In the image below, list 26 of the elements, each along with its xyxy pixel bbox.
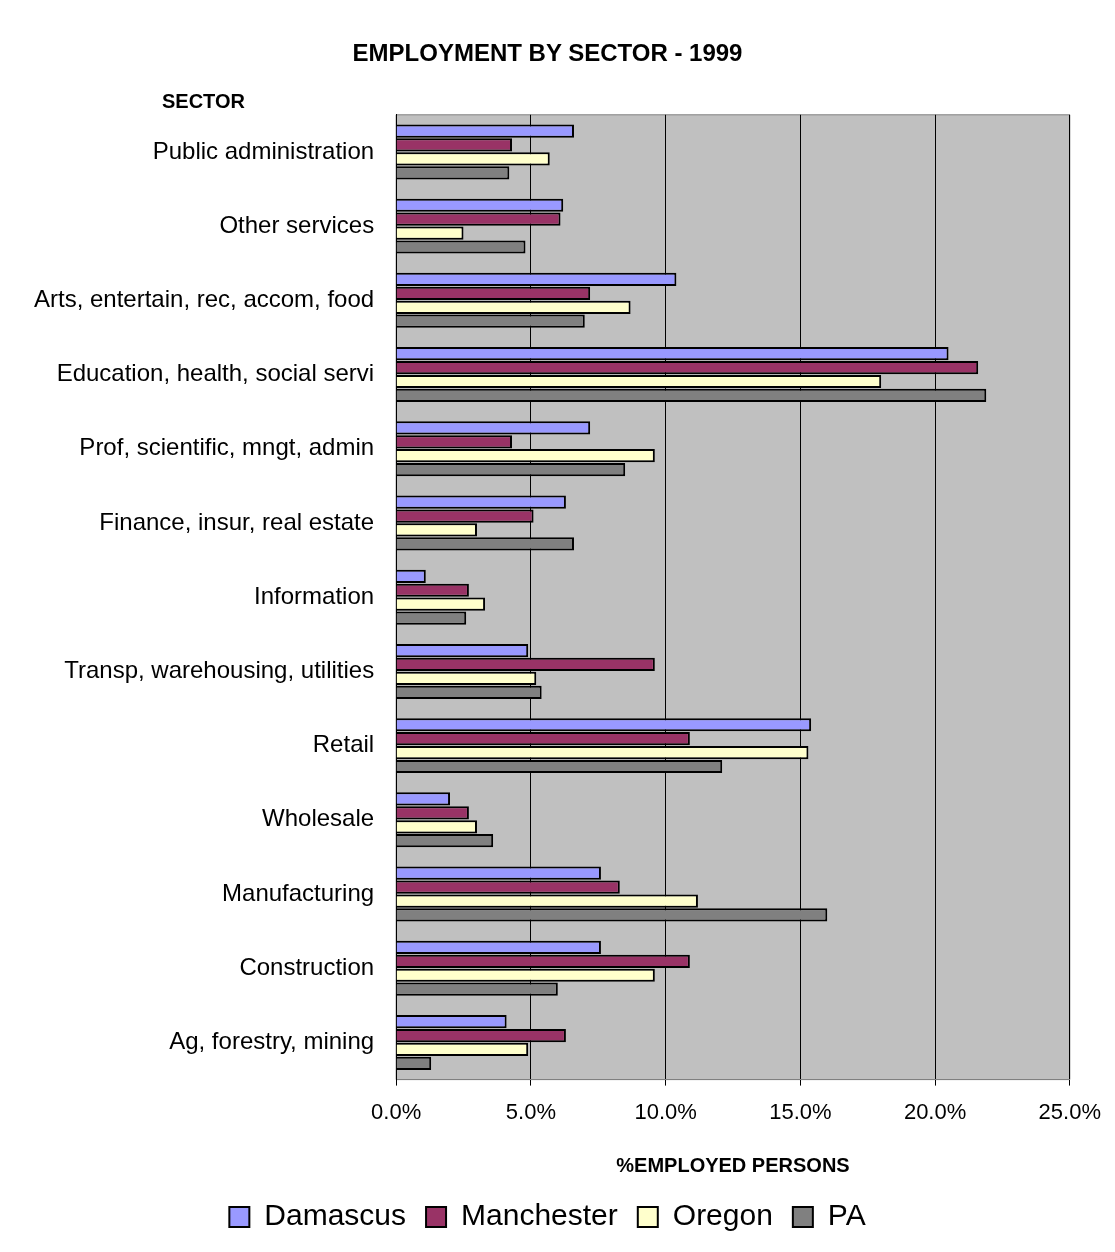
x-axis-title: %EMPLOYED PERSONS bbox=[616, 1153, 850, 1176]
y-tick-label: Arts, entertain, rec, accom, food bbox=[33, 284, 375, 312]
y-tick-label: Other services bbox=[219, 210, 375, 238]
x-tick-label: 0.0% bbox=[371, 1098, 422, 1124]
legend-label: PA bbox=[827, 1198, 866, 1232]
legend-label: Manchester bbox=[461, 1198, 618, 1232]
y-tick-label: Transp, warehousing, utilities bbox=[64, 656, 375, 684]
y-tick-label: Wholesale bbox=[262, 804, 375, 832]
x-tick-label: 20.0% bbox=[903, 1098, 967, 1124]
y-axis-title: SECTOR bbox=[162, 90, 246, 113]
x-tick-label: 15.0% bbox=[769, 1098, 832, 1124]
y-tick-label: Construction bbox=[239, 952, 375, 980]
x-tick-label: 10.0% bbox=[634, 1098, 697, 1124]
y-tick-label: Public administration bbox=[152, 136, 375, 164]
y-tick-label: Prof, scientific, mngt, admin bbox=[79, 433, 375, 461]
y-tick-label: Education, health, social servi bbox=[56, 359, 375, 387]
chart-title: EMPLOYMENT BY SECTOR - 1999 bbox=[352, 39, 743, 67]
y-tick-label: Information bbox=[254, 581, 375, 609]
legend-label: Oregon bbox=[672, 1198, 773, 1232]
x-tick-label: 5.0% bbox=[505, 1098, 556, 1124]
legend-label: Damascus bbox=[264, 1198, 407, 1232]
y-tick-label: Manufacturing bbox=[222, 878, 375, 906]
y-tick-label: Ag, forestry, mining bbox=[169, 1027, 375, 1055]
y-tick-label: Finance, insur, real estate bbox=[99, 507, 375, 535]
y-tick-label: Retail bbox=[312, 730, 375, 758]
x-tick-label: 25.0% bbox=[1038, 1098, 1102, 1124]
